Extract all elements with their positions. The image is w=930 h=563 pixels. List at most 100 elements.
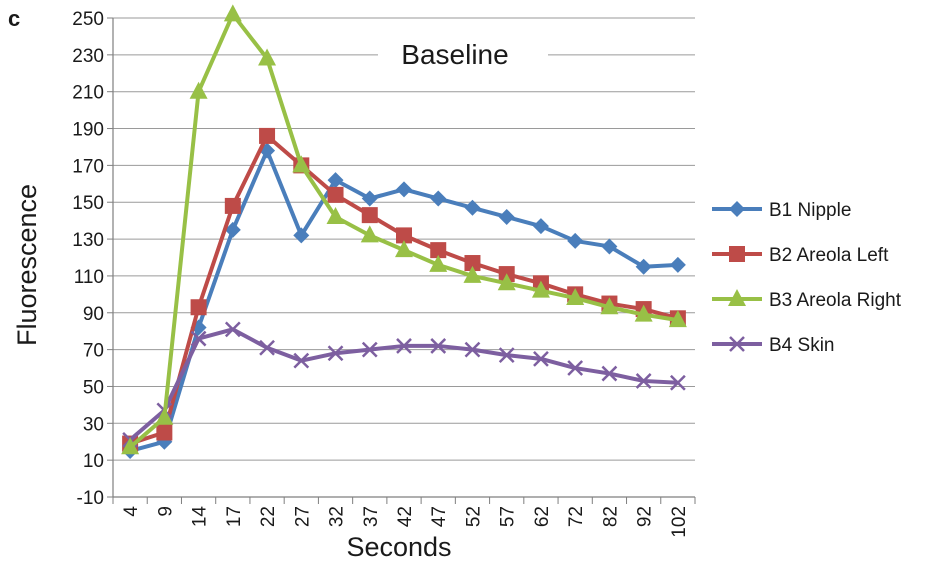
data-point — [728, 289, 746, 306]
data-point — [464, 255, 481, 272]
data-point — [396, 227, 412, 244]
legend-item: B2 Areola Left — [712, 245, 889, 266]
data-point — [360, 225, 379, 243]
data-point — [327, 172, 344, 189]
x-tick-label: 47 — [429, 506, 450, 527]
chart-title: Baseline — [401, 39, 508, 70]
x-tick-label: 52 — [463, 506, 484, 527]
data-point — [601, 365, 618, 382]
y-tick-label: 70 — [83, 341, 104, 362]
series-b1-nipple — [122, 142, 686, 459]
data-point — [567, 360, 584, 376]
legend-label: B1 Nipple — [769, 200, 851, 221]
data-point — [498, 347, 515, 364]
y-tick-label: 130 — [72, 230, 104, 251]
y-tick-label: 50 — [83, 377, 104, 398]
data-point — [430, 190, 447, 207]
data-point — [430, 242, 447, 259]
data-point — [189, 81, 208, 99]
data-point — [190, 299, 207, 316]
legend-item: B3 Areola Right — [712, 289, 902, 311]
data-point — [121, 437, 140, 455]
data-point — [190, 330, 207, 347]
x-tick-label: 102 — [669, 506, 690, 538]
y-tick-label: -10 — [77, 488, 104, 509]
x-tick-label: 9 — [155, 506, 176, 517]
data-point — [395, 240, 413, 258]
y-tick-label: 110 — [74, 267, 104, 288]
series-b3-areola-right — [121, 4, 687, 455]
data-point — [729, 336, 745, 352]
data-point — [224, 221, 241, 238]
panel-label: c — [8, 6, 20, 31]
data-point — [396, 181, 412, 198]
data-point — [326, 206, 345, 224]
data-point — [224, 321, 241, 338]
legend-item: B4 Skin — [712, 335, 834, 356]
data-point — [600, 297, 619, 315]
data-point — [566, 288, 585, 306]
series-b4-skin — [122, 321, 686, 448]
y-tick-label: 250 — [72, 9, 104, 30]
y-tick-label: 190 — [72, 120, 104, 141]
data-point — [729, 246, 745, 262]
x-tick-label: 27 — [292, 506, 313, 527]
axes: -10 10 30 50 70 90 110 130 150 170 190 210 230 250 4 9 1… — [72, 9, 696, 538]
gridlines — [113, 17, 695, 461]
x-tick-label: 37 — [361, 506, 382, 527]
data-point — [156, 424, 173, 441]
data-point — [635, 373, 652, 389]
x-tick-label: 57 — [498, 506, 519, 527]
x-tick-label: 72 — [566, 506, 587, 527]
x-tick-label: 62 — [532, 506, 553, 527]
data-point — [634, 304, 653, 322]
data-point — [361, 190, 378, 207]
data-point — [567, 232, 584, 249]
data-point — [327, 186, 344, 203]
x-tick-label: 42 — [395, 506, 416, 527]
legend-label: B3 Areola Right — [769, 290, 902, 311]
data-point — [224, 197, 241, 214]
legend-label: B4 Skin — [769, 335, 834, 356]
data-point — [223, 4, 242, 22]
y-tick-label: 90 — [83, 304, 104, 325]
data-point — [293, 352, 310, 369]
x-tick-label: 92 — [635, 506, 656, 527]
data-point — [668, 310, 687, 328]
x-axis-title: Seconds — [346, 532, 451, 562]
data-point — [259, 127, 276, 144]
series-lines — [121, 4, 687, 459]
data-point — [669, 256, 686, 273]
data-point — [361, 207, 378, 224]
data-point — [464, 199, 481, 216]
data-point — [463, 265, 482, 283]
data-point — [430, 338, 447, 354]
x-tick-label: 32 — [327, 506, 348, 527]
data-point — [259, 339, 275, 356]
data-point — [533, 350, 549, 367]
y-tick-label: 10 — [83, 451, 104, 472]
data-point — [531, 280, 550, 298]
data-point — [292, 155, 311, 173]
data-point — [293, 227, 310, 244]
data-point — [635, 258, 652, 275]
data-point — [327, 345, 344, 362]
title-group: Baseline — [378, 30, 548, 76]
data-point — [729, 201, 745, 217]
data-point — [429, 254, 448, 272]
data-point — [361, 341, 378, 358]
y-tick-label: 230 — [72, 46, 104, 67]
chart-title-background — [378, 30, 548, 76]
data-point — [532, 218, 549, 235]
data-point — [601, 238, 618, 255]
data-point — [669, 374, 686, 391]
x-tick-label: 4 — [121, 506, 142, 517]
legend: B1 Nipple B2 Areola Left B3 Areola Right B4… — [712, 200, 902, 356]
data-point — [464, 341, 481, 358]
y-tick-label: 170 — [72, 156, 104, 177]
x-tick-label: 22 — [258, 506, 279, 527]
data-point — [498, 208, 515, 225]
y-tick-label: 30 — [83, 414, 104, 435]
data-point — [497, 273, 516, 291]
